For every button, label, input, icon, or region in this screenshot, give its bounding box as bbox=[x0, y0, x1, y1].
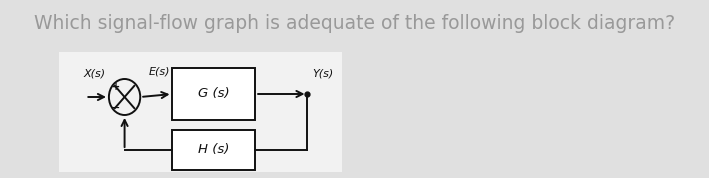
Text: X(s): X(s) bbox=[83, 68, 105, 78]
Text: E(s): E(s) bbox=[149, 67, 170, 77]
Bar bbox=[60, 52, 342, 172]
Bar bbox=[172, 68, 255, 120]
Text: Y(s): Y(s) bbox=[313, 69, 334, 79]
Text: H (s): H (s) bbox=[198, 143, 230, 156]
Text: +: + bbox=[112, 82, 120, 92]
Text: Which signal-flow graph is adequate of the following block diagram?: Which signal-flow graph is adequate of t… bbox=[34, 14, 675, 33]
Text: −: − bbox=[111, 103, 121, 113]
Text: G (s): G (s) bbox=[198, 88, 230, 101]
Bar bbox=[172, 130, 255, 170]
